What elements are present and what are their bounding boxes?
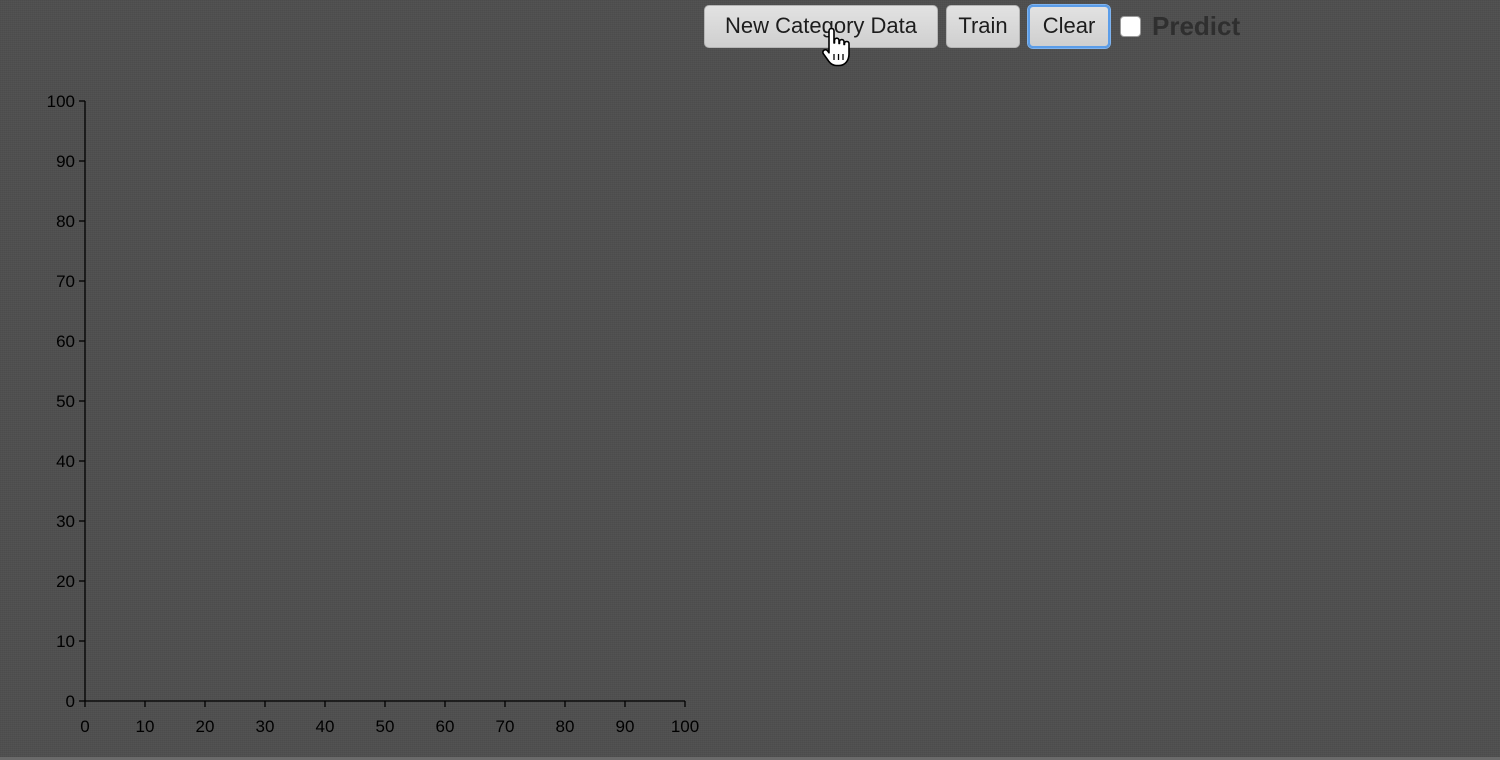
y-tick-label: 20 xyxy=(56,572,75,591)
x-tick-label: 30 xyxy=(256,717,275,736)
x-tick-label: 80 xyxy=(556,717,575,736)
x-tick-label: 40 xyxy=(316,717,335,736)
x-tick-label: 60 xyxy=(436,717,455,736)
y-tick-label: 70 xyxy=(56,272,75,291)
x-tick-label: 20 xyxy=(196,717,215,736)
x-tick-label: 70 xyxy=(496,717,515,736)
y-tick-label: 80 xyxy=(56,212,75,231)
x-tick-label: 50 xyxy=(376,717,395,736)
y-tick-label: 30 xyxy=(56,512,75,531)
predict-label: Predict xyxy=(1152,10,1241,41)
hand-pointer-icon xyxy=(822,28,850,67)
x-tick-label: 10 xyxy=(136,717,155,736)
new-category-data-button[interactable]: New Category Data xyxy=(704,4,938,48)
train-button[interactable]: Train xyxy=(946,4,1020,48)
page-bottom-border xyxy=(0,757,1500,760)
predict-checkbox[interactable] xyxy=(1120,15,1141,37)
scatter-plot[interactable]: 0 10 20 30 40 50 60 70 80 90 100 0 10 20 30 40 50 60 70 80 9… xyxy=(0,0,720,745)
y-tick-label: 50 xyxy=(56,392,75,411)
toolbar: New Category Data Train Clear Predict xyxy=(704,4,1240,48)
x-tick-label: 0 xyxy=(80,717,89,736)
y-tick-label: 60 xyxy=(56,332,75,351)
x-tick-label: 90 xyxy=(616,717,635,736)
y-tick-label: 90 xyxy=(56,152,75,171)
y-tick-label: 0 xyxy=(66,692,75,711)
y-tick-label: 40 xyxy=(56,452,75,471)
y-tick-label: 10 xyxy=(56,632,75,651)
y-tick-label: 100 xyxy=(47,92,75,111)
x-tick-label: 100 xyxy=(671,717,699,736)
clear-button[interactable]: Clear xyxy=(1028,4,1110,48)
